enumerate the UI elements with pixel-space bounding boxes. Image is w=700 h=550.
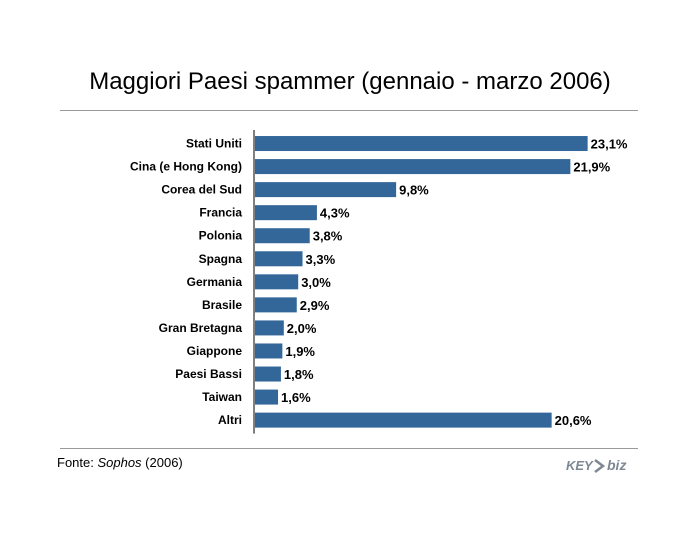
bar xyxy=(255,389,279,405)
category-label: Spagna xyxy=(199,252,243,266)
logo-text-left: KEY xyxy=(566,458,594,473)
bar xyxy=(255,412,552,428)
bar xyxy=(255,274,299,290)
source-name: Sophos xyxy=(97,455,142,470)
category-label: Taiwan xyxy=(202,390,242,404)
logo-text-right: biz xyxy=(607,457,626,473)
data-label: 2,9% xyxy=(300,298,330,313)
bar xyxy=(255,251,303,267)
data-label: 3,3% xyxy=(306,252,336,267)
top-divider xyxy=(60,110,638,111)
data-label: 1,8% xyxy=(284,367,314,382)
data-label: 3,8% xyxy=(313,229,343,244)
bar xyxy=(255,136,588,152)
category-label: Paesi Bassi xyxy=(175,367,242,381)
source-note: Fonte: Sophos (2006) xyxy=(57,455,183,470)
bar-chart: Stati Uniti 23,1% Cina (e Hong Kong) 21,9% C… xyxy=(130,130,628,434)
logo-arrow-icon xyxy=(594,459,606,473)
chart-title: Maggiori Paesi spammer (gennaio - marzo … xyxy=(89,68,611,95)
data-label: 4,3% xyxy=(320,206,350,221)
category-label: Gran Bretagna xyxy=(159,321,243,335)
category-label: Altri xyxy=(218,413,242,427)
bar xyxy=(255,228,310,244)
category-label: Giappone xyxy=(187,344,243,358)
bar xyxy=(255,366,281,382)
data-label: 21,9% xyxy=(573,160,610,175)
data-label: 3,0% xyxy=(301,275,331,290)
bar xyxy=(255,320,284,336)
category-label: Stati Uniti xyxy=(186,137,242,151)
category-label: Brasile xyxy=(202,298,242,312)
category-label: Corea del Sud xyxy=(161,183,242,197)
bar xyxy=(255,182,397,198)
bottom-divider xyxy=(60,448,638,449)
data-label: 20,6% xyxy=(555,413,592,428)
bar xyxy=(255,205,317,221)
category-label: Francia xyxy=(199,206,242,220)
data-label: 1,9% xyxy=(285,344,315,359)
keybiz-logo: KEY biz xyxy=(566,457,626,473)
bar xyxy=(255,159,571,175)
data-label: 9,8% xyxy=(399,183,429,198)
bar xyxy=(255,297,297,313)
data-label: 1,6% xyxy=(281,390,311,405)
source-prefix: Fonte: xyxy=(57,455,98,470)
bar xyxy=(255,343,283,359)
category-label: Polonia xyxy=(199,229,243,243)
source-suffix: (2006) xyxy=(141,455,183,470)
category-label: Cina (e Hong Kong) xyxy=(130,160,242,174)
category-label: Germania xyxy=(187,275,243,289)
data-label: 2,0% xyxy=(287,321,317,336)
data-label: 23,1% xyxy=(591,137,628,152)
